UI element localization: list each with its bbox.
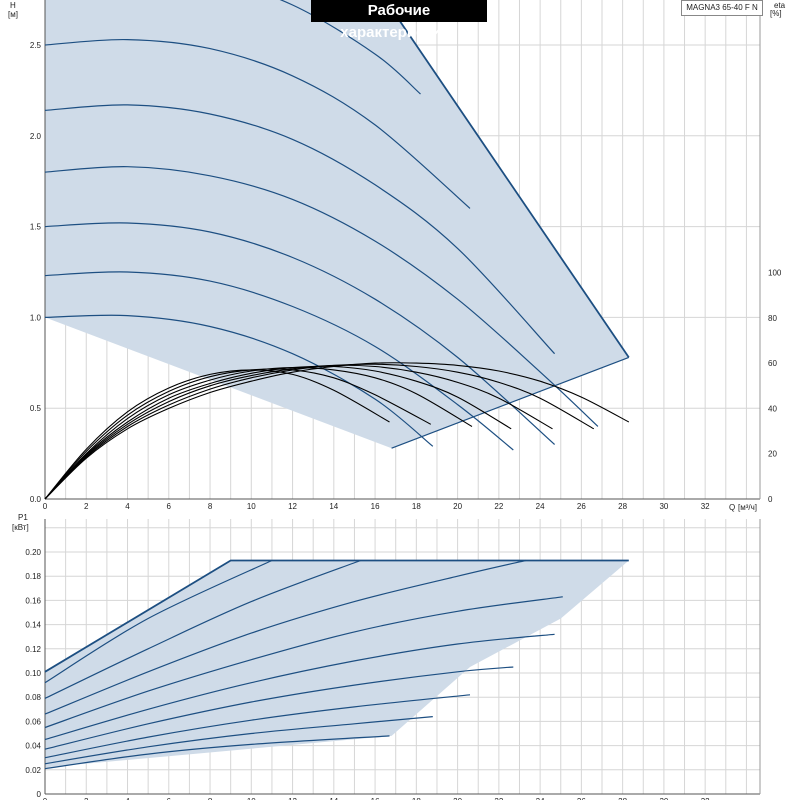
power-x-tick-label: 6 <box>167 797 172 800</box>
head-x-tick-label: 26 <box>577 502 586 511</box>
head-x-tick-label: 14 <box>329 502 338 511</box>
head-curve <box>384 0 630 358</box>
head-curve <box>44 38 471 209</box>
eta-tick-label: 80 <box>768 314 777 323</box>
power-curve <box>44 694 471 759</box>
head-curve <box>44 271 514 451</box>
eta-tick-label: 20 <box>768 450 777 459</box>
power-y-tick-label: 0.18 <box>25 572 41 581</box>
power-curve <box>44 596 563 729</box>
power-y-tick-label: 0.08 <box>25 693 41 702</box>
power-y-tick-label: 0 <box>37 790 42 799</box>
head-x-tick-label: 0 <box>43 502 48 511</box>
head-x-tick-label: 22 <box>494 502 503 511</box>
eta-curve <box>44 363 595 500</box>
head-x-tick-label: 6 <box>167 502 172 511</box>
head-curve <box>44 314 434 447</box>
eta-tick-label: 40 <box>768 404 777 413</box>
head-x-tick-label: 4 <box>125 502 130 511</box>
head-x-tick-label: 16 <box>371 502 380 511</box>
power-x-tick-label: 12 <box>288 797 297 800</box>
power-curve <box>44 735 390 770</box>
eta-axis-unit: [%] <box>770 9 782 18</box>
power-y-tick-label: 0.16 <box>25 596 41 605</box>
head-x-tick-label: 10 <box>247 502 256 511</box>
power-curve <box>44 559 361 699</box>
power-curve <box>44 716 433 765</box>
power-x-tick-label: 2 <box>84 797 89 800</box>
power-axis-unit: [кВт] <box>12 523 29 532</box>
head-x-tick-label: 8 <box>208 502 213 511</box>
power-y-tick-label: 0.12 <box>25 645 41 654</box>
power-y-tick-label: 0.04 <box>25 742 41 751</box>
power-x-tick-label: 8 <box>208 797 213 800</box>
flow-axis-unit: [м³/ч] <box>738 503 757 512</box>
pump-model-label: MAGNA3 65-40 F N <box>681 0 763 16</box>
eta-tick-label: 100 <box>768 269 782 278</box>
head-x-tick-label: 24 <box>536 502 545 511</box>
eta-axis-label: eta <box>774 1 786 10</box>
head-x-tick-label: 12 <box>288 502 297 511</box>
head-curve <box>44 166 599 427</box>
head-y-tick-label: 2.0 <box>30 132 42 141</box>
power-curve <box>44 559 629 673</box>
head-curve <box>391 356 630 449</box>
flow-axis-label: Q <box>729 503 735 512</box>
power-x-tick-label: 18 <box>412 797 421 800</box>
power-x-tick-label: 20 <box>453 797 462 800</box>
power-y-tick-label: 0.02 <box>25 766 41 775</box>
head-curve <box>44 222 556 445</box>
power-y-tick-label: 0.10 <box>25 669 41 678</box>
head-y-tick-label: 0.5 <box>30 404 42 413</box>
eta-tick-label: 0 <box>768 495 773 504</box>
power-x-tick-label: 22 <box>494 797 503 800</box>
power-x-tick-label: 16 <box>371 797 380 800</box>
power-x-tick-label: 26 <box>577 797 586 800</box>
head-curve <box>44 104 556 355</box>
power-x-tick-label: 32 <box>701 797 710 800</box>
eta-curve <box>44 369 390 500</box>
eta-curve <box>44 368 432 500</box>
eta-curve <box>44 367 473 500</box>
chart-title: Рабочие характеристики <box>311 0 487 41</box>
power-x-tick-label: 10 <box>247 797 256 800</box>
head-axis-unit: [м] <box>8 10 18 19</box>
head-y-tick-label: 2.5 <box>30 41 42 50</box>
power-y-tick-label: 0.20 <box>25 548 41 557</box>
power-x-tick-label: 28 <box>618 797 627 800</box>
head-x-tick-label: 20 <box>453 502 462 511</box>
head-curve <box>279 0 421 95</box>
eta-curve <box>44 365 512 500</box>
head-x-tick-label: 2 <box>84 502 89 511</box>
power-axis-label: P1 <box>18 513 28 522</box>
power-y-tick-label: 0.14 <box>25 621 41 630</box>
head-y-tick-label: 1.5 <box>30 223 42 232</box>
head-operating-area <box>45 0 629 449</box>
power-x-tick-label: 0 <box>43 797 48 800</box>
power-curve <box>44 633 555 741</box>
head-x-tick-label: 28 <box>618 502 627 511</box>
power-curve <box>44 559 526 715</box>
head-x-tick-label: 30 <box>659 502 668 511</box>
head-y-tick-label: 0.0 <box>30 495 42 504</box>
power-x-tick-label: 14 <box>329 797 338 800</box>
power-curve <box>44 666 514 750</box>
power-x-tick-label: 4 <box>125 797 130 800</box>
power-curve <box>44 559 273 684</box>
eta-tick-label: 60 <box>768 359 777 368</box>
eta-curve <box>44 364 553 500</box>
power-x-tick-label: 24 <box>536 797 545 800</box>
head-x-tick-label: 32 <box>701 502 710 511</box>
power-x-tick-label: 30 <box>659 797 668 800</box>
power-y-tick-label: 0.06 <box>25 717 41 726</box>
head-axis-label: H <box>10 1 16 10</box>
head-y-tick-label: 1.0 <box>30 313 42 322</box>
head-x-tick-label: 18 <box>412 502 421 511</box>
